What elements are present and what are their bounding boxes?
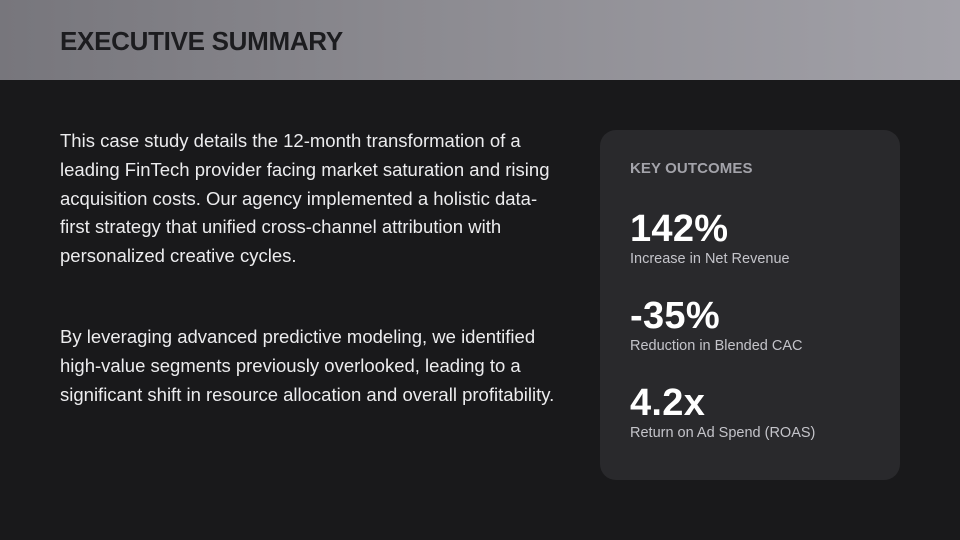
metric-net-revenue: 142% Increase in Net Revenue <box>630 208 790 268</box>
metric-caption: Return on Ad Spend (ROAS) <box>630 425 816 441</box>
metric-caption: Reduction in Blended CAC <box>630 338 803 354</box>
header-banner: EXECUTIVE SUMMARY <box>0 0 960 80</box>
metric-caption: Increase in Net Revenue <box>630 251 790 267</box>
metric-blended-cac: -35% Reduction in Blended CAC <box>630 295 803 355</box>
metric-value: 142% <box>630 208 729 250</box>
strategy-paragraph: By leveraging advanced predictive modeli… <box>60 326 555 405</box>
card-label: KEY OUTCOMES <box>630 160 753 177</box>
key-outcomes-card: KEY OUTCOMES 142% Increase in Net Revenu… <box>600 130 900 480</box>
metric-roas: 4.2x Return on Ad Spend (ROAS) <box>630 382 815 442</box>
page-title: EXECUTIVE SUMMARY <box>60 26 343 56</box>
metric-value: -35% <box>630 295 720 337</box>
intro-paragraph: This case study details the 12-month tra… <box>60 130 550 267</box>
metric-value: 4.2x <box>630 382 706 424</box>
